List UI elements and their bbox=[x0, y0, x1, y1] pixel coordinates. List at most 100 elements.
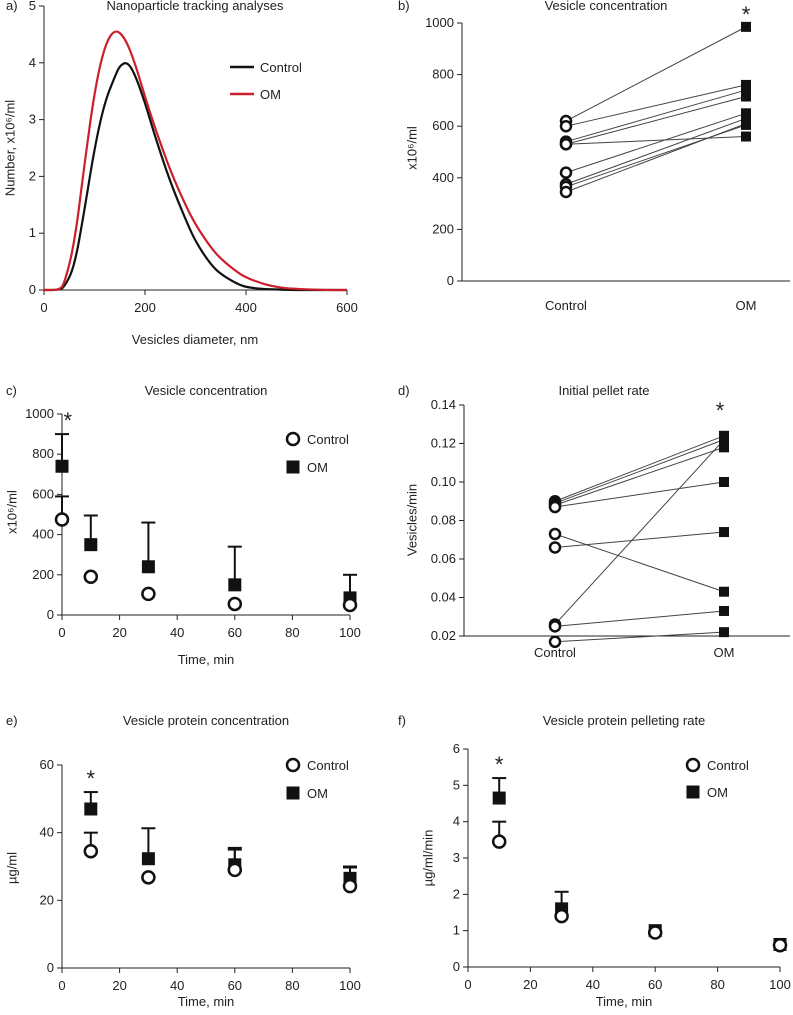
x-tick-label: 20 bbox=[112, 978, 126, 993]
chart-title: Nanoparticle tracking analyses bbox=[106, 0, 284, 13]
series-line-control bbox=[44, 62, 347, 292]
x-tick-label: 60 bbox=[648, 977, 662, 992]
legend-label: OM bbox=[307, 786, 328, 801]
x-tick-label: 40 bbox=[170, 978, 184, 993]
y-tick-label: 200 bbox=[432, 221, 454, 236]
control-point bbox=[548, 620, 562, 633]
y-tick-label: 20 bbox=[40, 892, 54, 907]
control-point bbox=[227, 862, 243, 878]
x-tick-label: 200 bbox=[134, 300, 156, 315]
legend-control-marker bbox=[285, 757, 301, 773]
pair-line bbox=[565, 96, 747, 145]
y-axis-label: x10⁶/ml bbox=[405, 126, 420, 170]
pair-line bbox=[554, 446, 725, 506]
y-tick-label: 800 bbox=[432, 67, 454, 82]
y-tick-label: 0.12 bbox=[431, 436, 456, 451]
y-tick-label: 4 bbox=[453, 814, 460, 829]
pair-line bbox=[565, 84, 747, 127]
om-point bbox=[55, 459, 69, 473]
pair-line bbox=[554, 439, 725, 504]
om-point bbox=[84, 538, 98, 552]
y-tick-label: 40 bbox=[40, 825, 54, 840]
y-tick-label: 0.14 bbox=[431, 397, 456, 412]
chart-title: Vesicle concentration bbox=[545, 0, 668, 13]
om-point bbox=[741, 85, 751, 96]
x-tick-label: 40 bbox=[586, 977, 600, 992]
y-tick-label: 6 bbox=[453, 741, 460, 756]
y-tick-label: 3 bbox=[29, 112, 36, 127]
om-point bbox=[719, 442, 729, 453]
y-axis-label: Vesicles/min bbox=[405, 484, 420, 556]
legend-om-marker bbox=[286, 786, 300, 800]
control-point bbox=[342, 597, 358, 613]
control-point bbox=[559, 119, 573, 133]
control-point bbox=[548, 541, 562, 554]
y-tick-label: 1000 bbox=[25, 406, 54, 421]
y-tick-label: 60 bbox=[40, 757, 54, 772]
legend-om-marker bbox=[286, 460, 300, 474]
x-tick-label: 0 bbox=[58, 978, 65, 993]
y-tick-label: 0 bbox=[47, 960, 54, 975]
om-point bbox=[719, 586, 729, 597]
y-tick-label: 0 bbox=[47, 607, 54, 622]
om-point bbox=[719, 627, 729, 638]
x-tick-label: 60 bbox=[228, 978, 242, 993]
chart-title: Vesicle concentration bbox=[145, 383, 268, 398]
chart-title: Initial pellet rate bbox=[558, 383, 649, 398]
pair-line bbox=[554, 435, 725, 502]
x-tick-label: 0 bbox=[464, 977, 471, 992]
y-tick-label: 1000 bbox=[425, 15, 454, 30]
x-axis-label: Vesicles diameter, nm bbox=[132, 332, 258, 347]
control-point bbox=[548, 635, 562, 649]
panel-label: b) bbox=[398, 0, 410, 13]
om-point bbox=[741, 113, 751, 124]
om-point bbox=[492, 791, 506, 805]
control-point bbox=[772, 937, 788, 953]
pair-line bbox=[554, 481, 725, 508]
pair-line bbox=[565, 123, 747, 193]
y-tick-label: 5 bbox=[453, 777, 460, 792]
control-point bbox=[227, 596, 243, 612]
legend-label: Control bbox=[307, 758, 349, 773]
legend-control-marker bbox=[685, 757, 701, 773]
legend-om-marker bbox=[686, 785, 700, 799]
x-tick-label: 100 bbox=[339, 625, 361, 640]
x-tick-label: 0 bbox=[40, 300, 47, 315]
x-tick-label: 80 bbox=[710, 977, 724, 992]
y-tick-label: 2 bbox=[453, 886, 460, 901]
y-tick-label: 600 bbox=[432, 118, 454, 133]
pair-line bbox=[565, 117, 747, 185]
y-tick-label: 0 bbox=[453, 959, 460, 974]
om-point bbox=[141, 852, 155, 866]
y-tick-label: 1 bbox=[29, 225, 36, 240]
y-tick-label: 1 bbox=[453, 923, 460, 938]
om-point bbox=[719, 477, 729, 487]
x-tick-label: 0 bbox=[58, 625, 65, 640]
panel-label: d) bbox=[398, 383, 410, 398]
legend-label: OM bbox=[307, 460, 328, 475]
pair-line bbox=[565, 112, 747, 174]
y-tick-label: 400 bbox=[432, 170, 454, 185]
om-point bbox=[741, 79, 751, 90]
x-tick-label: 80 bbox=[285, 978, 299, 993]
pair-line bbox=[554, 533, 725, 593]
y-tick-label: 5 bbox=[29, 0, 36, 13]
y-tick-label: 0.10 bbox=[431, 474, 456, 489]
control-point bbox=[559, 166, 573, 179]
significance-star: * bbox=[716, 398, 725, 423]
significance-star: * bbox=[87, 766, 96, 791]
x-tick-label: 20 bbox=[112, 625, 126, 640]
control-point bbox=[554, 908, 569, 924]
y-tick-label: 200 bbox=[32, 567, 54, 582]
significance-star: * bbox=[63, 408, 72, 433]
control-point bbox=[559, 138, 573, 151]
om-point bbox=[228, 578, 242, 592]
x-axis-label: Time, min bbox=[178, 994, 235, 1009]
control-point bbox=[141, 586, 156, 602]
x-tick-label: 60 bbox=[228, 625, 242, 640]
pair-line bbox=[565, 89, 747, 143]
control-point bbox=[548, 500, 562, 514]
pair-line bbox=[554, 631, 725, 643]
panel-label: a) bbox=[6, 0, 18, 13]
x-axis-label: Time, min bbox=[596, 994, 653, 1009]
